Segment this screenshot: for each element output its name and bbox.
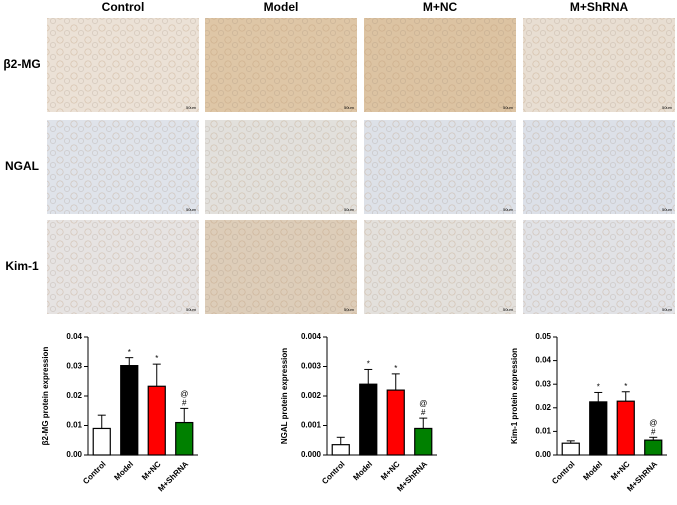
micrograph-texture <box>523 220 675 314</box>
micrograph-texture <box>47 220 199 314</box>
x-tick-label: Model <box>351 460 374 483</box>
x-tick-label: Control <box>320 460 346 486</box>
scale-label: 50um <box>503 307 514 312</box>
y-tick-label: 0.01 <box>535 427 551 436</box>
scale-label: 50um <box>662 105 673 110</box>
row-label: NGAL <box>5 159 39 173</box>
bar <box>331 444 350 456</box>
y-tick-label: 0.00 <box>535 450 551 459</box>
y-axis-label: β2-MG protein expression <box>41 347 50 446</box>
scale-label: 50um <box>503 105 514 110</box>
scale-label: 50um <box>662 307 673 312</box>
y-tick-label: 0.002 <box>301 391 322 400</box>
micrograph-texture <box>47 120 199 214</box>
x-tick-label: M+ShRNA <box>625 459 659 493</box>
micrograph-texture <box>364 220 516 314</box>
scale-label: 50um <box>344 307 355 312</box>
y-tick-label: 0.01 <box>66 421 82 430</box>
y-tick-label: 0.02 <box>535 403 551 412</box>
bar <box>561 442 580 456</box>
significance-mark: @ <box>419 399 427 408</box>
y-axis-label: Kim-1 protein expression <box>510 348 519 444</box>
significance-mark: # <box>182 398 187 407</box>
x-tick-label: M+NC <box>379 459 402 482</box>
x-tick-label: M+NC <box>609 459 632 482</box>
x-tick-label: Model <box>112 460 135 483</box>
y-tick-label: 0.03 <box>535 379 551 388</box>
y-tick-label: 0.02 <box>66 391 82 400</box>
micrograph-texture <box>205 120 357 214</box>
significance-mark: * <box>394 364 397 373</box>
significance-mark: * <box>367 360 370 369</box>
scale-label: 50um <box>186 307 197 312</box>
significance-mark: * <box>128 348 131 357</box>
bar <box>414 427 433 456</box>
row-label: β2-MG <box>3 57 40 71</box>
bar <box>147 385 166 456</box>
significance-mark: # <box>421 408 426 417</box>
y-tick-label: 0.003 <box>301 362 322 371</box>
micrograph-texture <box>364 120 516 214</box>
scale-label: 50um <box>186 105 197 110</box>
significance-mark: @ <box>180 389 188 398</box>
x-tick-label: M+ShRNA <box>156 459 190 493</box>
column-header: Control <box>102 0 145 14</box>
y-tick-label: 0.004 <box>301 332 322 341</box>
x-tick-label: M+NC <box>140 459 163 482</box>
scale-label: 50um <box>662 207 673 212</box>
x-tick-label: Control <box>81 460 107 486</box>
micrograph-texture <box>205 220 357 314</box>
bar <box>359 383 378 456</box>
y-tick-label: 0.05 <box>535 332 551 341</box>
y-tick-label: 0.04 <box>66 332 82 341</box>
significance-mark: * <box>624 382 627 391</box>
micrograph-texture <box>47 18 199 112</box>
x-tick-label: Control <box>550 460 576 486</box>
significance-mark: # <box>651 427 656 436</box>
column-header: M+NC <box>423 0 458 14</box>
bar <box>175 421 194 456</box>
column-header: M+ShRNA <box>570 0 629 14</box>
x-tick-label: Model <box>581 460 604 483</box>
scale-label: 50um <box>186 207 197 212</box>
y-tick-label: 0.000 <box>301 450 322 459</box>
micrograph-texture <box>523 120 675 214</box>
bar <box>92 427 111 456</box>
significance-mark: @ <box>649 418 657 427</box>
significance-mark: * <box>597 383 600 392</box>
bar <box>644 439 663 456</box>
scale-label: 50um <box>344 105 355 110</box>
bar <box>386 389 405 456</box>
y-tick-label: 0.03 <box>66 362 82 371</box>
row-label: Kim-1 <box>5 259 39 273</box>
micrograph-texture <box>523 18 675 112</box>
micrograph-texture <box>364 18 516 112</box>
x-tick-label: M+ShRNA <box>395 459 429 493</box>
scale-label: 50um <box>503 207 514 212</box>
bar <box>589 401 608 456</box>
significance-mark: * <box>155 354 158 363</box>
y-tick-label: 0.00 <box>66 450 82 459</box>
micrograph-texture <box>205 18 357 112</box>
y-tick-label: 0.001 <box>301 421 322 430</box>
bar <box>120 365 139 456</box>
y-axis-label: NGAL protein expression <box>280 348 289 444</box>
y-tick-label: 0.04 <box>535 356 551 365</box>
column-header: Model <box>264 0 299 14</box>
scale-label: 50um <box>344 207 355 212</box>
bar <box>616 400 635 456</box>
